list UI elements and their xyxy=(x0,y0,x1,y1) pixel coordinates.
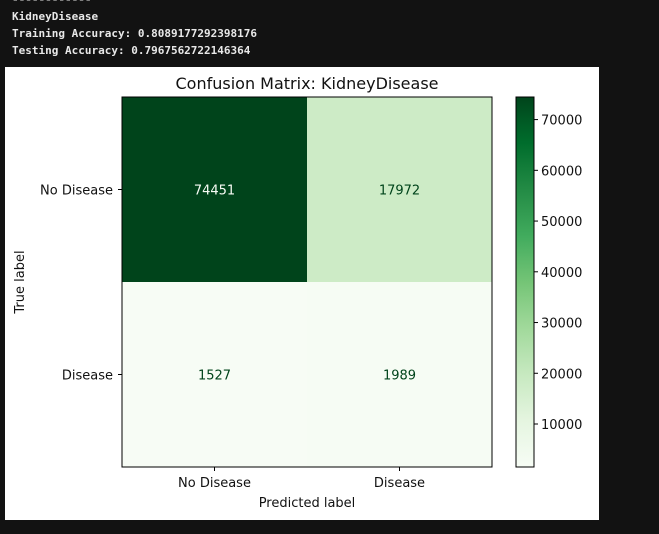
console-output: ------------ KidneyDisease Training Accu… xyxy=(12,0,652,59)
x-tick-label-0: No Disease xyxy=(178,476,251,491)
colorbar-tick-label-0: 10000 xyxy=(541,418,582,433)
colorbar-tick-label-6: 70000 xyxy=(541,114,582,129)
y-tick-label-1: Disease xyxy=(62,369,113,384)
y-tick-label-0: No Disease xyxy=(40,184,113,199)
cell-value-label-r1-c0: 1527 xyxy=(198,369,231,384)
matrix-cell-r1-c0 xyxy=(122,282,307,467)
colorbar xyxy=(515,96,535,468)
chart-title: Confusion Matrix: KidneyDisease xyxy=(176,74,439,93)
chart-figure: Confusion Matrix: KidneyDisease 74451 1797… xyxy=(5,67,599,520)
colorbar-tick-label-2: 30000 xyxy=(541,317,582,332)
matrix-cell-r0-c0 xyxy=(122,97,307,282)
console-dataset-name: KidneyDisease xyxy=(12,10,99,23)
cell-value-label-r1-c1: 1989 xyxy=(383,369,416,384)
colorbar-tick-label-5: 60000 xyxy=(541,164,582,179)
colorbar-tick-label-1: 20000 xyxy=(541,367,582,382)
x-axis-label: Predicted label xyxy=(259,496,356,511)
cell-value-label-r0-c0: 74451 xyxy=(194,184,235,199)
console-separator: ------------ xyxy=(12,0,652,8)
confusion-matrix-chart: Confusion Matrix: KidneyDisease 74451 1797… xyxy=(13,74,582,511)
x-tick-label-1: Disease xyxy=(374,476,425,491)
console-testing-accuracy: Testing Accuracy: 0.7967562722146364 xyxy=(12,44,251,57)
plot-frame xyxy=(121,96,493,468)
y-axis-label: True label xyxy=(13,250,28,314)
console-training-accuracy: Training Accuracy: 0.8089177292398176 xyxy=(12,27,258,40)
matrix-cell-r1-c1 xyxy=(307,282,492,467)
matrix-cell-r0-c1 xyxy=(307,97,492,282)
colorbar-tick-label-4: 50000 xyxy=(541,215,582,230)
cell-value-label-r0-c1: 17972 xyxy=(379,184,420,199)
colorbar-tick-label-3: 40000 xyxy=(541,266,582,281)
